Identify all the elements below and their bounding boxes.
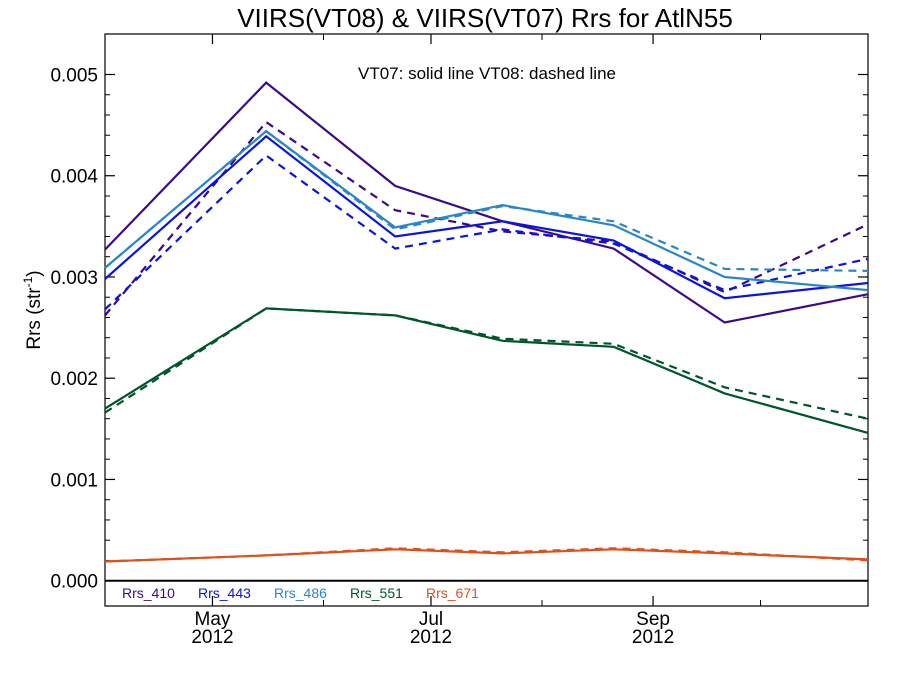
series-rrs-443-solid xyxy=(104,134,869,300)
y-tick-label-4: 0.004 xyxy=(50,167,98,188)
legend: Rrs_410 Rrs_443 Rrs_486 Rrs_551 Rrs_671 xyxy=(122,585,479,601)
x-tick-label-2: Sep xyxy=(636,609,670,630)
x-tick-label-1: Jul xyxy=(419,609,443,630)
legend-item-rrs-410: Rrs_410 xyxy=(122,585,175,601)
y-tick-label-2: 0.002 xyxy=(50,369,98,390)
y-tick-label-1: 0.001 xyxy=(50,470,98,491)
x-tick-sublabel-0: 2012 xyxy=(191,627,233,648)
legend-item-rrs-486: Rrs_486 xyxy=(274,585,327,601)
x-tick-sublabel-2: 2012 xyxy=(632,627,674,648)
chart-title: VIIRS(VT08) & VIIRS(VT07) Rrs for AtlN55 xyxy=(237,3,733,33)
line-style-annotation: VT07: solid line VT08: dashed line xyxy=(358,64,616,83)
x-tick-sublabel-1: 2012 xyxy=(410,627,452,648)
series-layer xyxy=(104,81,869,582)
series-rrs-671-dashed xyxy=(104,547,869,563)
series-rrs-443-dashed xyxy=(104,154,869,311)
y-axis-label-text: Rrs (str xyxy=(24,287,45,350)
y-tick-label-0: 0.000 xyxy=(50,572,98,593)
series-rrs-551-dashed xyxy=(104,307,869,420)
legend-item-rrs-443: Rrs_443 xyxy=(198,585,251,601)
y-tick-label-3: 0.003 xyxy=(50,268,98,289)
y-axis-label-close: ) xyxy=(24,270,45,276)
legend-item-rrs-671: Rrs_671 xyxy=(426,585,479,601)
y-axis-label-superscript: -1 xyxy=(21,276,35,287)
y-axis-label: Rrs (str-1) xyxy=(21,270,45,349)
y-axis: 0.000 0.001 0.002 0.003 0.004 0.005 xyxy=(50,65,868,593)
series-rrs-486-dashed xyxy=(104,129,869,272)
series-rrs-410-solid xyxy=(104,81,869,324)
plot-frame xyxy=(104,33,869,607)
y-tick-label-5: 0.005 xyxy=(50,65,98,86)
plot-border xyxy=(104,33,869,607)
series-rrs-551-solid xyxy=(104,307,869,434)
x-tick-label-0: May xyxy=(195,609,231,630)
series-rrs-410-dashed xyxy=(104,120,869,317)
legend-item-rrs-551: Rrs_551 xyxy=(350,585,403,601)
